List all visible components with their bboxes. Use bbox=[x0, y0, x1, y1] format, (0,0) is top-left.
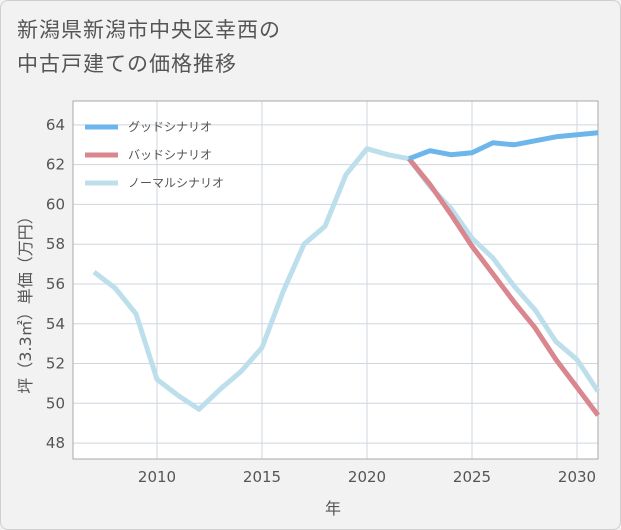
y-tick-label: 48 bbox=[46, 434, 65, 452]
chart-title-line-2: 中古戸建ての価格推移 bbox=[17, 52, 237, 76]
y-tick-label: 64 bbox=[46, 116, 65, 134]
y-tick-label: 52 bbox=[46, 355, 65, 373]
legend-label: ノーマルシナリオ bbox=[128, 176, 224, 190]
x-tick-label: 2030 bbox=[558, 468, 596, 486]
x-tick-label: 2020 bbox=[348, 468, 386, 486]
series-line-2 bbox=[92, 146, 601, 412]
x-axis-ticks: 2010 2015 2020 2025 2030 bbox=[138, 468, 596, 486]
chart-title: 新潟県新潟市中央区幸西の 中古戸建ての価格推移 bbox=[17, 13, 281, 81]
y-tick-label: 62 bbox=[46, 156, 65, 174]
y-tick-label: 60 bbox=[46, 195, 65, 213]
series-line-0 bbox=[408, 130, 599, 162]
x-tick-label: 2025 bbox=[453, 468, 491, 486]
y-tick-label: 56 bbox=[46, 275, 65, 293]
legend-label: バッドシナリオ bbox=[128, 148, 212, 162]
y-axis-ticks: 48 50 52 54 56 58 60 62 64 bbox=[46, 116, 65, 452]
x-axis-title: 年 bbox=[325, 499, 341, 518]
x-tick-label: 2015 bbox=[243, 468, 281, 486]
y-tick-label: 58 bbox=[46, 235, 65, 253]
x-tick-label: 2010 bbox=[138, 468, 176, 486]
y-tick-label: 50 bbox=[46, 394, 65, 412]
plot-border bbox=[72, 100, 599, 460]
series-line-1 bbox=[407, 157, 600, 417]
y-axis-title: 坪（3.3㎡）単価（万円） bbox=[16, 208, 35, 393]
chart-title-line-1: 新潟県新潟市中央区幸西の bbox=[17, 18, 281, 42]
legend-label: グッドシナリオ bbox=[128, 120, 212, 134]
series-layer bbox=[92, 130, 601, 417]
y-tick-label: 54 bbox=[46, 315, 65, 333]
